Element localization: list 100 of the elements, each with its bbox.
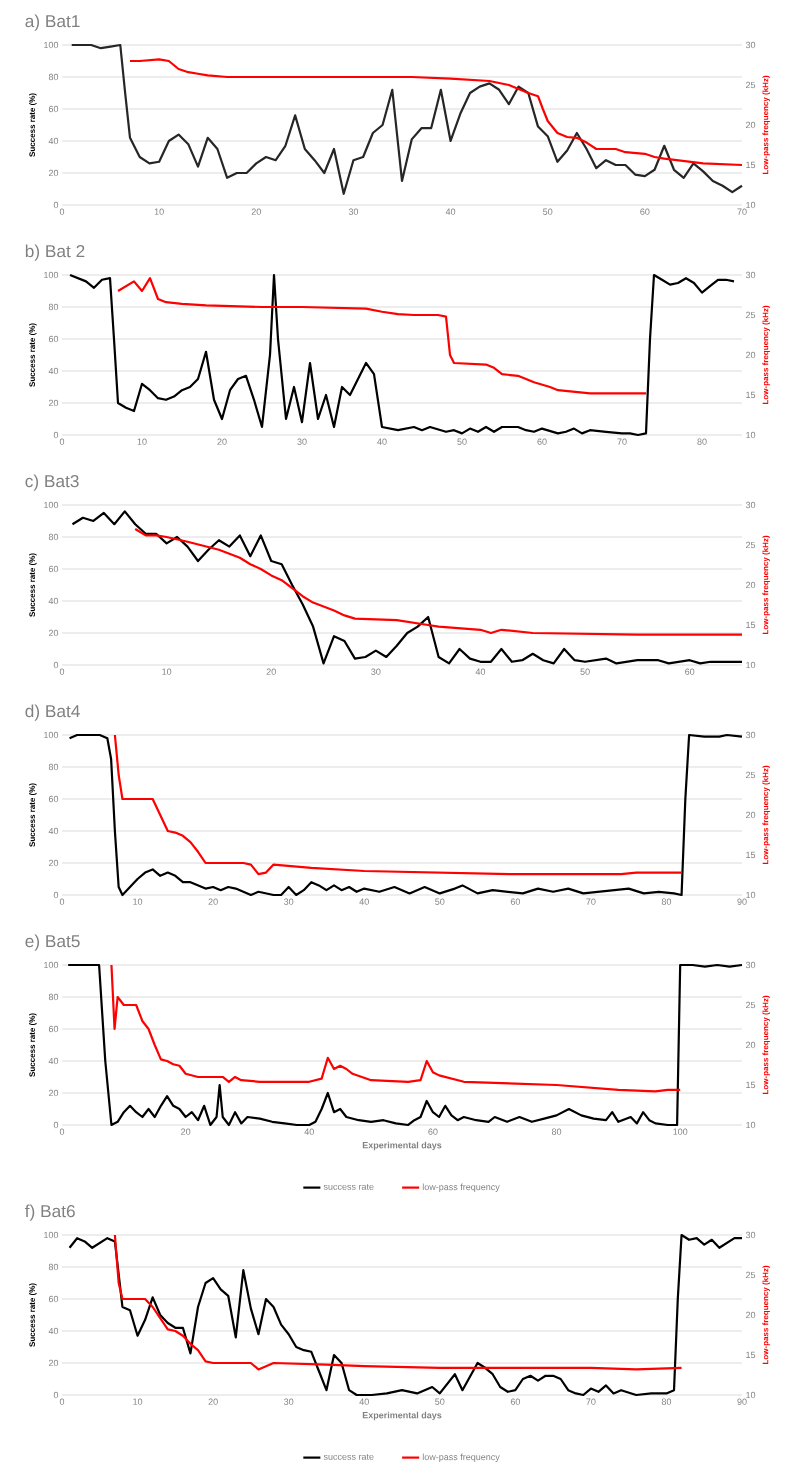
y-tick-label: 100 (44, 731, 59, 739)
y-tick-label: 0 (53, 1391, 59, 1399)
x-tick-label: 0 (59, 208, 65, 215)
y2-axis-title: Low-pass frequency (kHz) (762, 995, 770, 1095)
x-tick-label: 0 (59, 1398, 65, 1405)
line-series (68, 273, 736, 437)
y-tick-label: 60 (48, 1295, 59, 1303)
y2-tick-label: 30 (745, 1231, 756, 1239)
x-tick-label: 40 (359, 898, 369, 905)
y-tick-label: 40 (48, 597, 59, 605)
y2-tick-label: 20 (745, 121, 756, 129)
x-tick-label: 80 (661, 1398, 672, 1405)
y2-tick-label: 10 (746, 1391, 756, 1399)
y2-tick-label: 15 (746, 851, 756, 859)
chart-title: a) Bat1 (25, 14, 80, 31)
line-series (134, 527, 744, 636)
x-tick-label: 20 (266, 668, 276, 675)
y2-tick-label: 30 (745, 501, 756, 509)
y-axis-title: Success rate (%) (29, 93, 37, 157)
line-series (70, 43, 744, 195)
x-tick-label: 40 (359, 1398, 369, 1405)
y-tick-label: 100 (44, 41, 59, 49)
line-series (67, 963, 744, 1127)
y-tick-label: 100 (44, 501, 59, 509)
x-tick-label: 60 (685, 668, 695, 675)
x-tick-label: 60 (510, 898, 520, 905)
y-tick-label: 60 (48, 335, 59, 343)
y-tick-label: 80 (48, 73, 59, 81)
y2-tick-label: 10 (746, 891, 756, 899)
y-axis-title: Success rate (%) (29, 1013, 37, 1077)
y-tick-label: 0 (53, 201, 59, 209)
y2-tick-label: 25 (745, 1001, 756, 1009)
x-tick-label: 70 (617, 438, 627, 445)
y2-tick-label: 10 (746, 201, 756, 209)
y-tick-label: 100 (44, 1231, 59, 1239)
y-tick-label: 60 (48, 1025, 59, 1033)
x-tick-label: 80 (551, 1128, 562, 1135)
y2-tick-label: 15 (746, 1351, 756, 1359)
x-tick-label: 20 (208, 1398, 218, 1405)
y2-tick-label: 15 (746, 161, 756, 169)
x-tick-label: 80 (661, 898, 672, 905)
x-tick-label: 60 (640, 208, 650, 215)
x-tick-label: 40 (304, 1128, 314, 1135)
chart-title: b) Bat 2 (25, 244, 85, 261)
y-tick-label: 60 (48, 565, 59, 573)
legend-label: success rate (323, 1183, 374, 1190)
y2-tick-label: 10 (746, 661, 756, 669)
y-tick-label: 20 (48, 859, 59, 867)
x-tick-label: 90 (737, 898, 747, 905)
x-tick-label: 20 (208, 898, 218, 905)
y2-tick-label: 30 (745, 961, 756, 969)
x-tick-label: 0 (59, 438, 65, 445)
y2-axis-title: Low-pass frequency (kHz) (762, 765, 770, 865)
y2-axis-title: Low-pass frequency (kHz) (762, 305, 770, 405)
y-tick-label: 80 (48, 533, 59, 541)
y-tick-label: 20 (48, 169, 59, 177)
x-tick-label: 50 (435, 898, 445, 905)
chart-title: e) Bat5 (25, 934, 80, 951)
y-tick-label: 40 (48, 137, 59, 145)
y-axis-title: Success rate (%) (29, 1283, 37, 1347)
x-tick-label: 50 (435, 1398, 445, 1405)
x-axis-title: Experimental days (362, 1141, 442, 1151)
x-tick-label: 10 (133, 1398, 143, 1405)
x-tick-label: 70 (586, 1398, 596, 1405)
y-tick-label: 100 (44, 271, 59, 279)
y-tick-label: 40 (48, 1057, 59, 1065)
y2-tick-label: 20 (745, 1311, 756, 1319)
y-tick-label: 0 (53, 891, 59, 899)
y-tick-label: 20 (48, 1089, 59, 1097)
y-tick-label: 80 (48, 1263, 59, 1271)
y-tick-label: 0 (53, 661, 59, 669)
x-tick-label: 30 (348, 208, 359, 215)
y2-tick-label: 25 (745, 311, 756, 319)
y-tick-label: 100 (44, 961, 59, 969)
x-tick-label: 60 (537, 438, 547, 445)
y-tick-label: 80 (48, 763, 59, 771)
y2-tick-label: 10 (746, 431, 756, 439)
x-tick-label: 70 (586, 898, 596, 905)
y2-tick-label: 20 (745, 351, 756, 359)
x-tick-label: 10 (133, 898, 143, 905)
legend-label: success rate (323, 1453, 374, 1460)
y-tick-label: 20 (48, 399, 59, 407)
y2-tick-label: 20 (745, 581, 756, 589)
chart-title: d) Bat4 (25, 704, 80, 721)
y-tick-label: 40 (48, 1327, 59, 1335)
x-tick-label: 30 (297, 438, 307, 445)
x-tick-label: 90 (737, 1398, 747, 1405)
y2-tick-label: 30 (745, 731, 756, 739)
y2-tick-label: 30 (745, 271, 756, 279)
y-tick-label: 20 (48, 629, 59, 637)
x-tick-label: 10 (137, 438, 147, 445)
y2-tick-label: 15 (746, 621, 756, 629)
y2-tick-label: 20 (745, 811, 756, 819)
y2-tick-label: 20 (745, 1041, 756, 1049)
y2-tick-label: 15 (746, 1081, 756, 1089)
x-axis-title: Experimental days (362, 1411, 442, 1421)
y-tick-label: 0 (53, 431, 59, 439)
y2-tick-label: 25 (745, 1271, 756, 1279)
x-tick-label: 0 (59, 668, 65, 675)
y-tick-label: 80 (48, 303, 59, 311)
